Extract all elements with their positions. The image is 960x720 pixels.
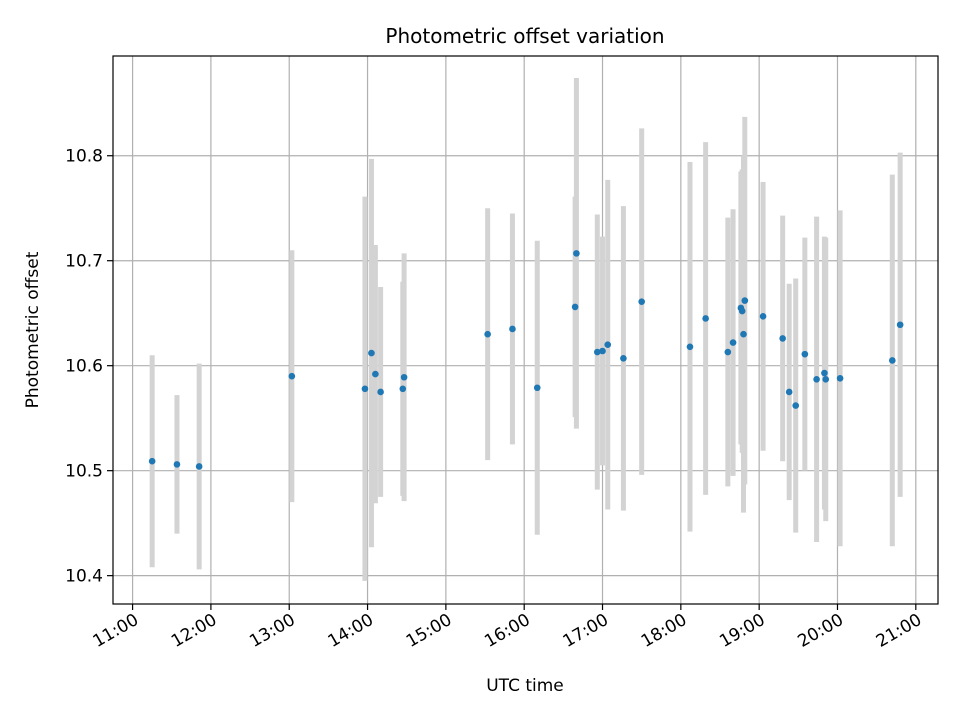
data-point xyxy=(288,372,296,380)
data-point xyxy=(836,374,844,382)
data-point xyxy=(738,307,746,315)
data-point xyxy=(822,376,830,383)
data-point xyxy=(400,373,408,381)
data-point xyxy=(573,250,580,257)
data-point xyxy=(599,347,606,355)
data-point xyxy=(724,348,732,356)
plot-area-frame xyxy=(112,55,939,605)
y-tick-label: 10.6 xyxy=(65,357,103,377)
data-point xyxy=(801,350,809,358)
data-point xyxy=(896,321,904,329)
data-point xyxy=(484,330,491,338)
data-point xyxy=(729,339,737,346)
data-point xyxy=(741,297,749,304)
chart-title: Photometric offset variation xyxy=(385,24,664,48)
data-point xyxy=(571,303,579,311)
y-axis-title: Photometric offset xyxy=(23,251,43,408)
data-point xyxy=(620,355,627,362)
y-axis-ticks: 10.4 10.5 10.6 10.7 10.8 xyxy=(65,147,113,587)
data-point xyxy=(368,349,375,357)
y-tick-label: 10.7 xyxy=(65,252,103,272)
data-point xyxy=(509,325,516,333)
data-point xyxy=(593,348,601,356)
data-point xyxy=(377,388,384,396)
data-point xyxy=(195,463,203,470)
data-point xyxy=(686,343,694,351)
data-point xyxy=(889,357,896,364)
y-tick-label: 10.8 xyxy=(65,147,103,167)
data-points xyxy=(148,250,904,470)
data-point xyxy=(399,385,407,393)
data-point xyxy=(813,376,820,383)
data-point xyxy=(533,384,541,392)
data-point xyxy=(148,457,156,465)
data-point xyxy=(173,461,181,468)
x-axis-title: UTC time xyxy=(486,676,564,696)
y-tick-label: 10.4 xyxy=(65,567,103,587)
grid-lines xyxy=(113,56,938,604)
data-point xyxy=(638,298,645,305)
data-point xyxy=(740,330,747,338)
data-point xyxy=(372,370,379,378)
data-point xyxy=(779,335,786,342)
y-tick-label: 10.5 xyxy=(65,462,103,482)
data-point xyxy=(361,385,369,393)
data-point xyxy=(792,402,800,409)
data-point xyxy=(759,313,767,320)
data-point xyxy=(821,369,828,377)
data-point xyxy=(702,315,709,322)
data-point xyxy=(785,388,793,396)
data-point xyxy=(604,341,612,348)
